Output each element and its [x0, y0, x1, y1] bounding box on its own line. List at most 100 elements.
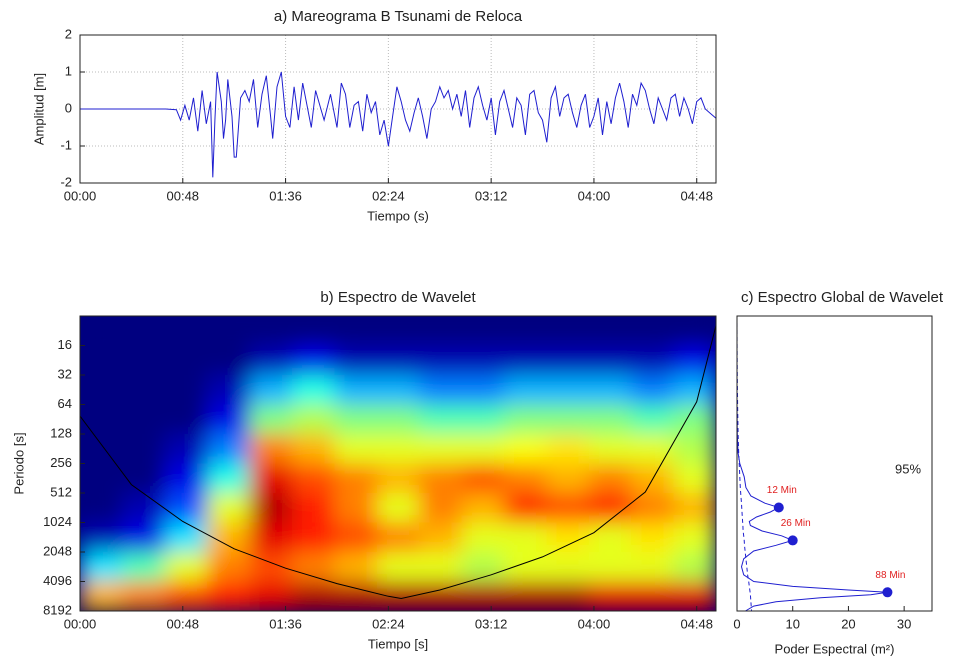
heatmap-cell [122, 316, 166, 346]
heatmap-cell [546, 345, 590, 376]
peak-marker [787, 535, 798, 546]
heatmap-cell [504, 552, 547, 582]
heatmap-cell [334, 345, 378, 376]
heatmap-cell [546, 581, 590, 611]
heatmap-cell [334, 316, 378, 346]
heatmap-cell [292, 581, 335, 611]
heatmap-cell [80, 581, 123, 611]
heatmap-cell [673, 522, 716, 553]
y-tick-label: -2 [60, 174, 72, 189]
heatmap-cell [80, 316, 123, 346]
x-tick-label: 03:12 [475, 188, 508, 203]
heatmap-cell [334, 581, 378, 611]
heatmap-cell [80, 375, 123, 405]
heatmap-cell [80, 552, 123, 582]
heatmap-cell [546, 434, 590, 464]
heatmap-cell [673, 581, 716, 611]
heatmap-cell [207, 345, 251, 376]
heatmap-cell [461, 345, 505, 376]
heatmap-cell [461, 434, 505, 464]
heatmap-cell [419, 316, 463, 346]
x-tick-label: 00:00 [64, 188, 97, 203]
heatmap-cell [631, 522, 675, 553]
heatmap-cell [419, 434, 463, 464]
heatmap-cell [504, 434, 547, 464]
heatmap-cell [80, 345, 123, 376]
peak-label: 12 Min [767, 485, 797, 496]
heatmap-cell [546, 463, 590, 494]
heatmap-cell [588, 463, 632, 494]
x-tick-label: 20 [841, 616, 855, 631]
peak-label: 26 Min [781, 518, 811, 529]
heatmap-cell [292, 316, 335, 346]
x-tick-label: 04:48 [680, 188, 713, 203]
heatmap-cell [80, 434, 123, 464]
heatmap-cell [164, 552, 208, 582]
peak-marker [773, 502, 784, 513]
heatmap-cell [164, 375, 208, 405]
heatmap-cell [376, 463, 420, 494]
heatmap-cell [207, 404, 251, 435]
heatmap-cell [461, 463, 505, 494]
heatmap-cell [207, 522, 251, 553]
spectrum-line [736, 315, 752, 612]
heatmap-cell [122, 404, 166, 435]
heatmap-cell [249, 552, 293, 582]
heatmap-cell [376, 581, 420, 611]
heatmap-cell [292, 404, 335, 435]
heatmap-cell [249, 463, 293, 494]
heatmap-cell [673, 434, 716, 464]
y-tick-label: 16 [58, 337, 72, 352]
y-tick-label: 32 [58, 366, 72, 381]
heatmap-cell [376, 522, 420, 553]
peak-label: 88 Min [875, 570, 905, 581]
heatmap-cell [588, 581, 632, 611]
heatmap-cell [504, 493, 547, 523]
heatmap-cell [249, 434, 293, 464]
heatmap-cell [419, 552, 463, 582]
heatmap-cell [376, 345, 420, 376]
plot-frame [79, 315, 717, 612]
x-tick-label: 00:00 [64, 616, 97, 631]
heatmap-cell [546, 316, 590, 346]
heatmap-cell [122, 434, 166, 464]
heatmap-cell [164, 316, 208, 346]
x-axis-label: Tiempo [s] [368, 636, 428, 651]
heatmap-cell [461, 375, 505, 405]
heatmap-cell [504, 404, 547, 435]
heatmap-cell [588, 316, 632, 346]
heatmap-cell [419, 463, 463, 494]
heatmap-cell [334, 404, 378, 435]
heatmap-cell [164, 522, 208, 553]
heatmap-cell [419, 404, 463, 435]
heatmap-cell [588, 552, 632, 582]
x-tick-label: 02:24 [372, 188, 405, 203]
y-tick-label: 2048 [43, 543, 72, 558]
heatmap-cell [419, 522, 463, 553]
x-tick-label: 10 [785, 616, 799, 631]
heatmap-cell [207, 434, 251, 464]
x-tick-label: 04:00 [578, 616, 611, 631]
heatmap-cell [546, 522, 590, 553]
heatmap-cells [80, 316, 716, 611]
heatmap-cell [673, 316, 716, 346]
heatmap-cell [376, 434, 420, 464]
heatmap-cell [376, 404, 420, 435]
heatmap-cell [673, 404, 716, 435]
plot-frame [79, 34, 717, 184]
heatmap-cell [249, 375, 293, 405]
heatmap-cell [419, 375, 463, 405]
heatmap-cell [673, 375, 716, 405]
chart-title: a) Mareograma B Tsunami de Reloca [274, 8, 523, 25]
heatmap-cell [546, 552, 590, 582]
heatmap-cell [546, 493, 590, 523]
heatmap-cell [292, 463, 335, 494]
heatmap-cell [164, 345, 208, 376]
heatmap-cell [419, 493, 463, 523]
y-tick-label: 4096 [43, 573, 72, 588]
heatmap-cell [292, 552, 335, 582]
heatmap-cell [334, 552, 378, 582]
heatmap-cell [207, 316, 251, 346]
y-axis-label: Periodo [s] [11, 432, 26, 494]
